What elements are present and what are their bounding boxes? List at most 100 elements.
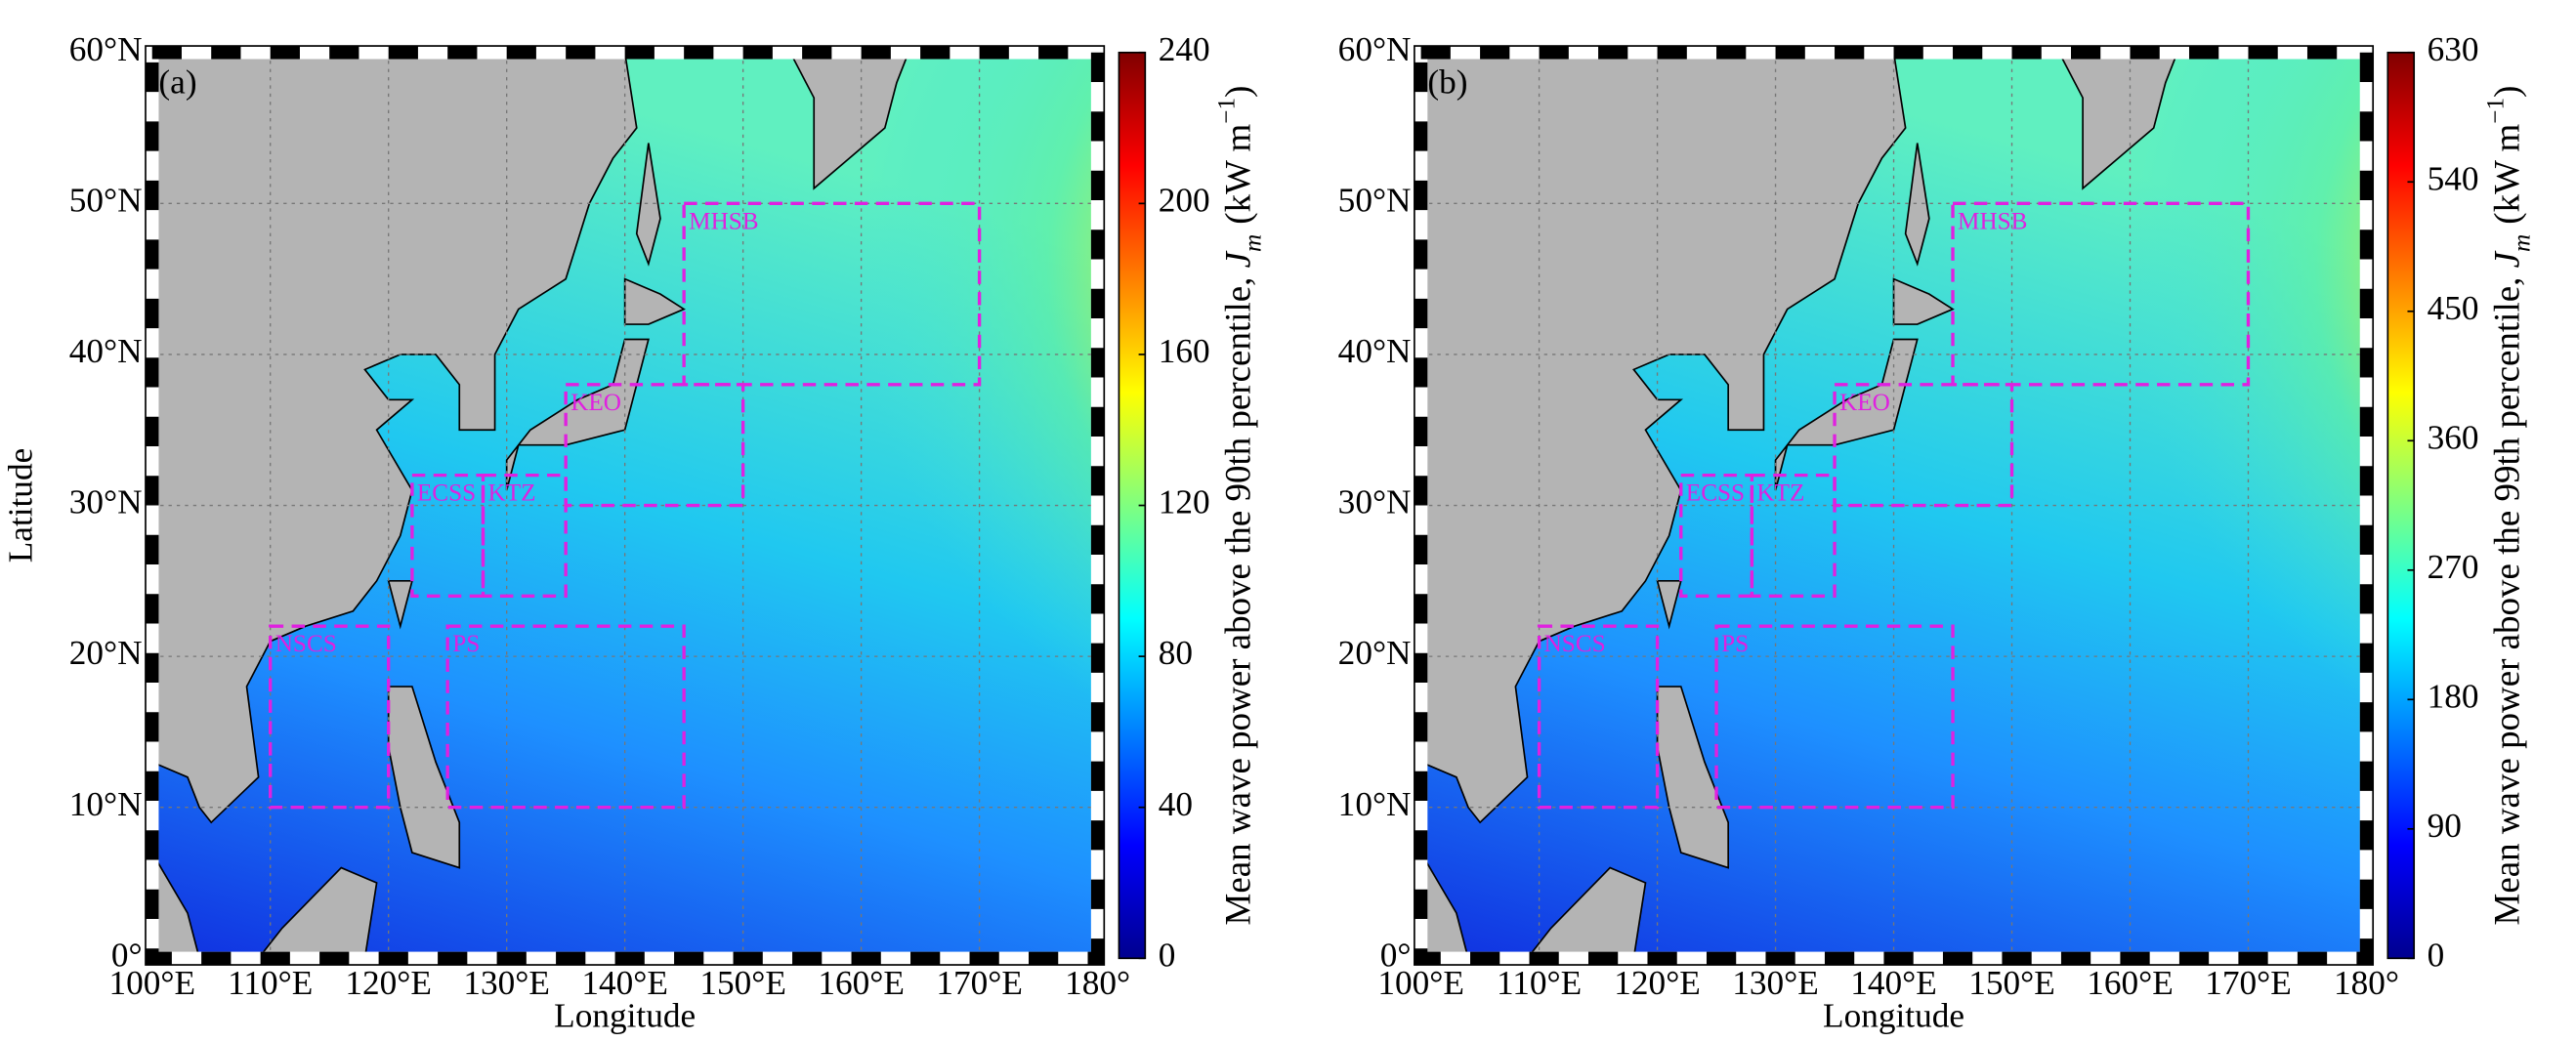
region-label: ECSS	[417, 480, 476, 507]
region-box	[481, 473, 568, 598]
region-label: KTZ	[488, 480, 536, 507]
frame	[145, 45, 1106, 966]
x-tick-label: 150°E	[1968, 964, 2055, 1002]
y-tick-label: 60°N	[69, 30, 143, 68]
colorbar-title-part: )	[1218, 86, 1259, 98]
x-tick-label: 140°E	[1850, 964, 1937, 1002]
y-tick-label: 60°N	[1338, 30, 1412, 68]
colorbar	[2386, 51, 2416, 960]
y-tick-label: 30°N	[69, 483, 143, 521]
y-axis-title: Latitude	[2, 448, 40, 563]
land	[1526, 866, 1647, 959]
colorbar-title-part: )	[2487, 86, 2528, 98]
land	[1656, 686, 1730, 869]
region-label: KEO	[1839, 390, 1890, 416]
frame	[1414, 45, 2375, 966]
colorbar-title-part: Mean wave power above the 99th percentil…	[2487, 268, 2527, 925]
region-label: KEO	[570, 390, 621, 416]
map-area: MHSB KEO ECSS KTZ PS NSCS	[1420, 52, 2367, 959]
x-axis-title: Longitude	[1823, 997, 1964, 1035]
y-tick-label: 0°	[1380, 936, 1412, 974]
colorbar-tick-label: 360	[2428, 418, 2479, 456]
land	[151, 851, 200, 959]
colorbar-tick-label: 240	[1159, 30, 1210, 68]
y-tick-label: 50°N	[1338, 181, 1412, 219]
x-tick-label: 100°E	[108, 964, 195, 1002]
y-tick-label: 10°N	[69, 785, 143, 823]
region-box	[1714, 624, 1955, 810]
colorbar-title-part: (kW m	[2487, 123, 2528, 224]
y-tick-label: 30°N	[1338, 483, 1412, 521]
region-label: NSCS	[1544, 631, 1606, 657]
y-tick-label: 10°N	[1338, 785, 1412, 823]
y-tick-label: 20°N	[69, 634, 143, 672]
x-tick-label: 160°E	[2087, 964, 2174, 1002]
colorbar-title-part: Mean wave power above the 90th percentil…	[1218, 268, 1258, 925]
region-label: PS	[1721, 631, 1749, 657]
colorbar-title-part: m	[1241, 234, 1267, 252]
x-tick-label: 140°E	[581, 964, 668, 1002]
colorbar-tick-label: 90	[2428, 807, 2462, 845]
colorbar-tick-label: 0	[1159, 936, 1176, 974]
colorbar-tick-label: 160	[1159, 332, 1210, 370]
region-box	[1833, 383, 2014, 508]
map-panel: MHSB KEO ECSS KTZ PS NSCS	[145, 45, 1106, 966]
x-tick-label: 110°E	[228, 964, 313, 1002]
land	[387, 686, 461, 869]
x-tick-label: 130°E	[1732, 964, 1819, 1002]
colorbar-title-part: J	[2487, 250, 2527, 268]
x-tick-label: 120°E	[1614, 964, 1701, 1002]
region-label: ECSS	[1686, 480, 1745, 507]
x-tick-label: 170°E	[936, 964, 1023, 1002]
colorbar-tick-label: 200	[1159, 181, 1210, 219]
panel-label: (a)	[158, 63, 196, 101]
colorbar-tick-label: 270	[2428, 548, 2479, 586]
colorbar-tick-label: 80	[1159, 634, 1193, 672]
frame-black	[146, 46, 1105, 966]
land	[257, 866, 378, 959]
map-area: MHSB KEO ECSS KTZ PS NSCS	[151, 52, 1098, 959]
region-label: MHSB	[689, 208, 758, 234]
y-tick-label: 20°N	[1338, 634, 1412, 672]
region-label: KTZ	[1756, 480, 1804, 507]
x-tick-label: 180°	[1065, 964, 1130, 1002]
colorbar-title: Mean wave power above the 99th percentil…	[2483, 86, 2536, 926]
y-tick-label: 0°	[111, 936, 143, 974]
land	[387, 579, 413, 630]
hot-field	[532, 52, 1098, 767]
land	[1904, 143, 1930, 267]
region-label: MHSB	[1958, 208, 2027, 234]
colorbar-tick-label: 630	[2428, 30, 2479, 68]
colorbar-tick-label: 120	[1159, 483, 1210, 521]
colorbar-tick-label: 540	[2428, 159, 2479, 197]
region-label: PS	[452, 631, 480, 657]
map-panel: MHSB KEO ECSS KTZ PS NSCS	[1414, 45, 2375, 966]
x-tick-label: 100°E	[1377, 964, 1464, 1002]
y-tick-label: 50°N	[69, 181, 143, 219]
land	[1420, 851, 1469, 959]
colorbar-title-part: −1	[2483, 98, 2510, 124]
y-tick-label: 40°N	[1338, 332, 1412, 370]
region-box	[682, 201, 982, 387]
colorbar-tick-label: 0	[2428, 936, 2445, 974]
land	[1774, 338, 1919, 491]
x-tick-label: 160°E	[818, 964, 905, 1002]
x-tick-label: 170°E	[2205, 964, 2292, 1002]
x-tick-label: 150°E	[699, 964, 786, 1002]
panel-label: (b)	[1427, 63, 1467, 101]
y-tick-label: 40°N	[69, 332, 143, 370]
x-tick-label: 120°E	[345, 964, 432, 1002]
region-box	[1951, 201, 2251, 387]
region-box	[564, 383, 745, 508]
land	[1656, 579, 1682, 630]
x-tick-label: 180°	[2334, 964, 2399, 1002]
frame-black	[1414, 46, 2374, 966]
land	[505, 338, 650, 491]
x-tick-label: 130°E	[463, 964, 550, 1002]
land	[1420, 52, 1907, 824]
region-label: NSCS	[275, 631, 337, 657]
region-box	[1750, 473, 1837, 598]
x-axis-title: Longitude	[554, 997, 696, 1035]
colorbar-tick-label: 450	[2428, 289, 2479, 327]
